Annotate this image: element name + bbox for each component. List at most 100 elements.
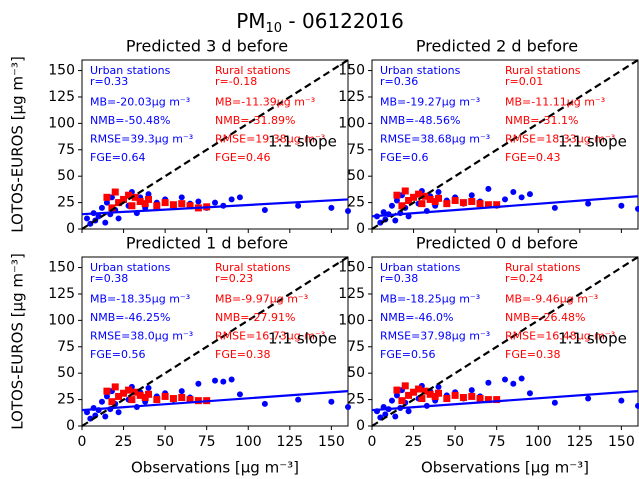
y-tick-label: 25 [57,392,75,408]
urban-point [551,204,558,211]
y-tick-label: 125 [48,89,75,105]
rural-point [459,393,467,401]
urban-point [526,390,533,397]
stats-line: FGE=0.38 [505,348,561,361]
stats-line: NMB=-26.48% [505,311,585,324]
stats-line: NMB=-31.89% [215,114,295,127]
rural-point [108,204,116,212]
rural-point [443,395,451,403]
one-to-one-line [371,59,639,230]
y-tick-label: 100 [48,115,75,131]
x-tick-label: 75 [198,434,216,450]
rural-point [410,388,418,396]
stats-line: NMB=-46.0% [380,311,453,324]
urban-point [502,376,508,383]
urban-point [145,384,152,391]
urban-point [295,396,302,403]
y-tick-label: 25 [347,392,365,408]
y-tick-label: 0 [356,221,365,237]
rural-point [435,194,442,202]
rural-point [103,193,111,201]
stats-line: MB=-18.35μg m⁻³ [90,293,190,306]
stats-line: RMSE=16.73μg m⁻³ [215,330,325,343]
urban-point [392,217,399,224]
rural-point [415,190,423,198]
urban-point [585,200,592,207]
stats-line: FGE=0.46 [215,151,271,164]
subplot-title: Predicted 2 d before [416,37,578,56]
title-subscript: 10 [266,21,283,36]
rural-point [120,389,128,397]
y-tick-label: 75 [57,339,75,355]
urban-point [618,397,625,404]
urban-point [220,378,227,385]
slope-annotation: 1:1 slope [558,330,627,348]
x-tick-label: 0 [78,434,87,450]
rural-point [484,201,492,209]
urban-point [195,198,202,205]
urban-point [115,215,122,222]
rural-point [468,198,476,206]
rural-point [435,389,442,397]
stats-line: RMSE=18.33μg m⁻³ [505,133,615,146]
rural-point [141,200,149,208]
one-to-one-line [81,59,349,230]
y-tick-label: 50 [57,365,75,381]
rural-point [468,392,476,400]
stats-line: NMB=-48.56% [380,114,460,127]
rural-point [459,199,467,207]
urban-point [388,202,395,209]
rural-point [493,201,501,209]
rural-point [125,191,133,199]
rural-point [111,383,119,391]
rural-point [401,382,409,390]
stats-heading: Rural stations [215,261,291,274]
x-tick-label: 50 [156,434,174,450]
y-tick-label: 0 [356,418,365,434]
urban-point [393,197,400,204]
rural-point [169,395,177,403]
y-tick-label: 0 [66,221,75,237]
rural-point [136,391,144,399]
stats-line: r=-0.18 [215,75,257,88]
y-tick-label: 150 [338,260,365,276]
urban-point [405,213,412,220]
stats-line: FGE=0.6 [380,151,429,164]
fit-line [371,195,639,218]
stats-line: NMB=-50.48% [90,114,170,127]
rural-point [128,202,136,210]
y-tick-label: 0 [66,418,75,434]
urban-point [551,399,558,406]
stats-heading: Urban stations [380,64,461,77]
urban-point [178,388,185,395]
urban-point [405,408,412,415]
urban-point [295,202,302,209]
title-suffix: - 06122016 [282,9,404,33]
y-tick-label: 50 [347,365,365,381]
rural-point [484,396,492,404]
subplot-title: Predicted 1 d before [126,234,288,253]
subplot-title: Predicted 0 d before [416,234,578,253]
y-tick-label: 50 [57,168,75,184]
rural-point [426,390,434,398]
urban-point [102,219,109,226]
rural-point [178,200,186,208]
rural-point [426,195,434,203]
urban-point [228,376,235,383]
urban-point [392,413,399,420]
y-axis-label: LOTOS-EUROS [μg m⁻³] [9,253,27,430]
x-axis-label: Observations [μg m⁻³] [421,459,589,477]
x-axis-label: Observations [μg m⁻³] [131,459,299,477]
x-tick-label: 100 [525,434,552,450]
rural-point [186,202,194,210]
slope-annotation: 1:1 slope [558,133,627,151]
stats-line: NMB=-27.91% [215,311,295,324]
urban-point [435,383,442,390]
fit-line [81,198,349,216]
stats-line: MB=-18.25μg m⁻³ [380,293,480,306]
y-tick-label: 75 [347,142,365,158]
urban-point [502,196,508,203]
axes-frame [371,59,639,230]
rural-point [493,396,501,404]
